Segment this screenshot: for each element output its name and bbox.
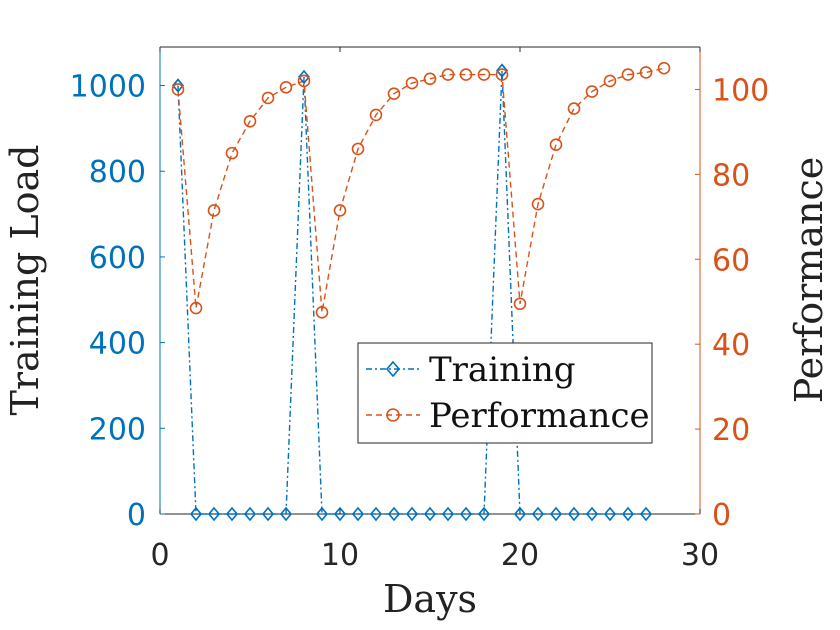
training-point: [261, 506, 275, 522]
performance-point: [207, 204, 221, 217]
x-tick-label: 30: [681, 538, 719, 573]
training-point: [369, 506, 383, 522]
performance-point: [549, 138, 563, 151]
training-point: [477, 506, 491, 522]
y-left-tick-label: 600: [89, 241, 146, 276]
performance-point: [423, 72, 437, 86]
training-point: [513, 506, 527, 522]
legend-performance-marker: [386, 408, 400, 422]
performance-point: [225, 146, 239, 160]
performance-point: [351, 142, 365, 156]
x-tick-label: 10: [321, 538, 359, 573]
performance-point: [243, 114, 257, 128]
y-right-tick-label: 100: [712, 73, 769, 108]
performance-point: [171, 83, 185, 96]
training-point: [567, 506, 581, 522]
performance-point: [657, 61, 671, 75]
y-left-tick-label: 800: [89, 155, 146, 190]
y-left-tick-label: 200: [89, 412, 146, 447]
training-point: [495, 63, 509, 78]
performance-point: [441, 68, 455, 81]
y-axis-right-title: Performance: [787, 157, 831, 404]
series-layer: [171, 61, 671, 522]
performance-point: [459, 68, 473, 81]
legend-box: [357, 342, 653, 444]
performance-point: [369, 108, 383, 122]
x-tick-label: 20: [501, 538, 539, 573]
performance-point: [621, 68, 635, 81]
performance-point: [567, 102, 581, 115]
performance-point: [603, 74, 617, 88]
performance-point: [279, 81, 293, 94]
training-point: [171, 78, 185, 93]
legend: Training Performance: [357, 342, 653, 444]
y-right-tick-label: 40: [712, 328, 750, 363]
legend-training-marker: [385, 360, 401, 378]
legend-training-label: Training: [429, 350, 576, 390]
training-point: [531, 506, 545, 522]
performance-series-line: [177, 67, 665, 313]
training-point: [333, 506, 347, 522]
training-point: [351, 506, 365, 522]
plot-frame: [159, 46, 701, 515]
performance-point: [513, 297, 527, 311]
training-point: [441, 506, 455, 522]
y-right-tick-label: 0: [712, 498, 731, 533]
legend-performance-label: Performance: [429, 396, 650, 436]
performance-point: [297, 74, 311, 88]
training-point: [585, 506, 599, 522]
training-point: [549, 506, 563, 522]
x-axis-title: Days: [383, 577, 477, 621]
performance-point: [495, 68, 509, 81]
training-point: [279, 506, 293, 522]
performance-point: [315, 306, 329, 319]
training-point: [423, 506, 437, 522]
training-point: [459, 506, 473, 522]
y-left-tick-label: 0: [127, 498, 146, 533]
training-point: [225, 506, 239, 522]
y-right-tick-label: 80: [712, 158, 750, 193]
training-point: [297, 69, 311, 85]
y-right-tick-label: 60: [712, 243, 750, 278]
axis-ticks: 0 10 20 30 0 200 400 600 800 1000 0 20 40 60 80 100: [70, 47, 769, 573]
training-point: [387, 506, 401, 522]
performance-point: [387, 87, 401, 100]
y-right-tick-label: 20: [712, 413, 750, 448]
training-point: [243, 506, 257, 522]
training-point: [621, 506, 635, 522]
training-series-line: [177, 70, 646, 515]
y-axis-left-title: Training Load: [3, 145, 47, 416]
performance-point: [585, 85, 599, 98]
performance-point: [477, 68, 491, 81]
performance-point: [531, 197, 545, 211]
performance-point: [639, 66, 653, 79]
performance-point: [405, 76, 419, 90]
training-point: [189, 506, 203, 522]
performance-point: [261, 91, 275, 105]
y-left-tick-label: 1000: [70, 70, 146, 105]
performance-point: [189, 301, 203, 315]
training-point: [315, 506, 329, 522]
training-point: [207, 506, 221, 522]
performance-point: [333, 204, 347, 217]
y-left-tick-label: 400: [89, 327, 146, 362]
training-point: [639, 506, 653, 522]
training-point: [405, 506, 419, 522]
x-tick-label: 0: [150, 538, 169, 573]
training-point: [603, 506, 617, 522]
